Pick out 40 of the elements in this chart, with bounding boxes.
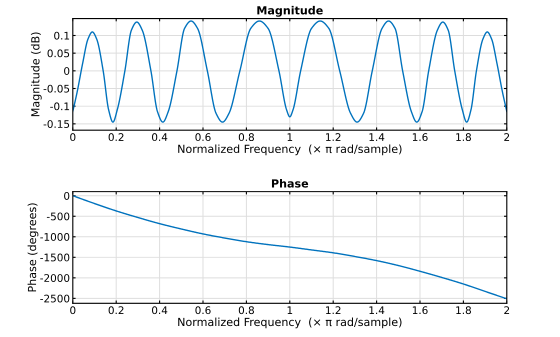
y-tick-label: -0.15	[44, 120, 70, 128]
x-axis-title: Normalized Frequency (× π rad/sample)	[178, 144, 402, 156]
x-tick-label: 0.8	[238, 133, 254, 142]
x-tick-label: 1.8	[456, 306, 471, 314]
chart-title: Phase	[272, 179, 308, 188]
x-tick-label: 0.6	[195, 133, 211, 142]
y-tick-label: -0.1	[50, 102, 70, 110]
y-axis-title: Magnitude (dB)	[30, 32, 42, 116]
y-tick-label: -1500	[40, 254, 70, 262]
x-tick-label: 0.8	[238, 306, 254, 314]
x-tick-label: 0	[70, 306, 76, 314]
x-tick-label: 1.6	[412, 306, 428, 314]
x-tick-label: 1.8	[456, 133, 471, 142]
y-tick-label: -500	[46, 212, 70, 220]
x-tick-label: 0.4	[152, 306, 168, 314]
x-axis-title: Normalized Frequency (× π rad/sample)	[178, 318, 402, 328]
x-tick-label: 0	[70, 133, 76, 142]
x-tick-label: 2	[504, 306, 510, 314]
x-tick-label: 0.2	[108, 306, 124, 314]
y-tick-label: 0	[64, 67, 70, 75]
x-tick-label: 0.2	[108, 133, 124, 142]
y-tick-label: -2000	[40, 274, 70, 282]
x-tick-label: 1.6	[412, 133, 428, 142]
x-tick-label: 0.6	[195, 306, 211, 314]
x-tick-label: 1	[288, 133, 292, 141]
y-tick-label: -1000	[40, 233, 70, 241]
x-tick-label: 2	[504, 133, 510, 141]
y-axis-title: Phase (degrees)	[28, 203, 38, 292]
chart-title: Magnitude	[257, 6, 323, 17]
y-tick-label: 0	[64, 192, 70, 200]
x-tick-label: 0.4	[152, 133, 168, 142]
x-tick-label: 1.2	[326, 306, 340, 314]
y-tick-label: 0.1	[54, 32, 70, 40]
x-tick-label: 1.4	[369, 133, 384, 141]
x-tick-label: 1.2	[326, 133, 340, 141]
y-tick-label: 0.05	[48, 49, 70, 58]
x-tick-label: 1	[288, 306, 292, 314]
y-tick-label: -0.05	[44, 84, 70, 93]
y-tick-label: -2500	[40, 294, 70, 302]
x-tick-label: 1.4	[369, 306, 384, 314]
